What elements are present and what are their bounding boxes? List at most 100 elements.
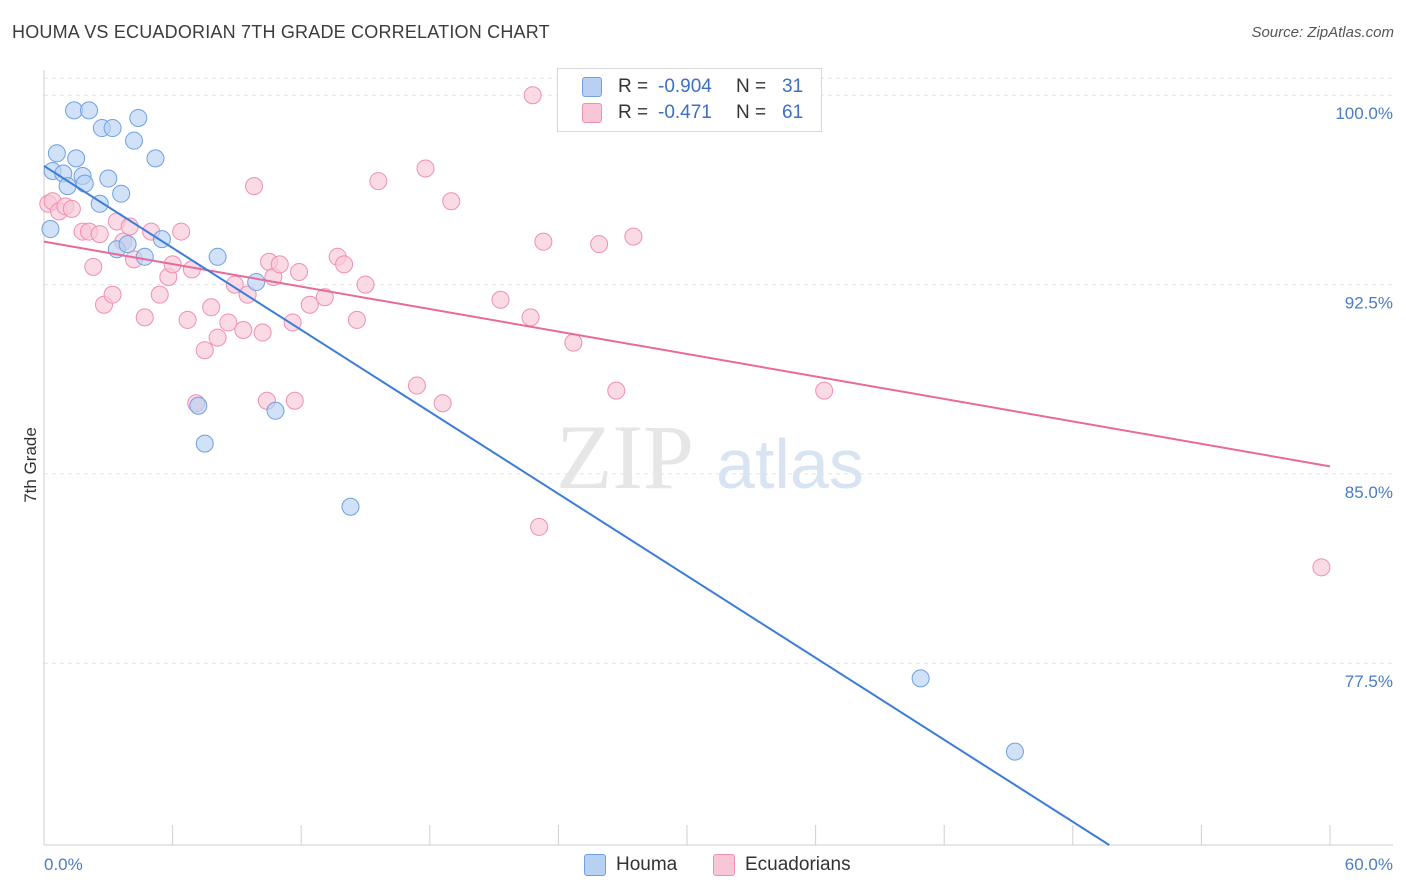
- bottom-legend-swatch-ecuadorians: [713, 854, 735, 876]
- ecuadorians-point: [315, 288, 334, 307]
- houma-point: [135, 247, 154, 266]
- legend-row-ecuadorians: R = -0.471 N = 61: [582, 101, 803, 125]
- ecuadorians-point: [253, 323, 272, 342]
- houma-point: [118, 235, 137, 254]
- series-houma-points: [41, 101, 1024, 761]
- watermark-zip: ZIP: [556, 406, 694, 508]
- legend-n-label: N =: [736, 76, 767, 97]
- chart-title: HOUMA VS ECUADORIAN 7TH GRADE CORRELATIO…: [12, 22, 550, 42]
- ecuadorians-point: [219, 313, 238, 332]
- houma-point: [112, 184, 131, 203]
- ecuadorians-point: [624, 227, 643, 246]
- houma-point: [129, 108, 148, 127]
- ecuadorians-point: [208, 328, 227, 347]
- legend-r-value: -0.904: [658, 76, 712, 97]
- x-tick-min: 0.0%: [44, 855, 83, 874]
- legend-r-label: R =: [618, 76, 649, 97]
- ecuadorians-point: [270, 255, 289, 274]
- source-label: Source: ZipAtlas.com: [1251, 24, 1394, 41]
- houma-point: [99, 169, 118, 188]
- watermark-atlas: atlas: [716, 425, 864, 503]
- legend-swatch-ecuadorians: [582, 103, 602, 123]
- houma-point: [67, 149, 86, 168]
- legend-swatch-houma: [582, 77, 602, 97]
- x-tick-max: 60.0%: [1345, 855, 1393, 874]
- bottom-legend-swatch-houma: [584, 854, 606, 876]
- ecuadorians-point: [103, 285, 122, 304]
- ecuadorians-point: [407, 376, 426, 395]
- ecuadorians-point: [290, 262, 309, 281]
- ecuadorians-point: [347, 310, 366, 329]
- y-tick-labels: 100.0% 92.5% 85.0% 77.5%: [1335, 104, 1393, 691]
- houma-point: [911, 669, 930, 688]
- grid-lines: [44, 77, 1393, 664]
- ecuadorians-point: [62, 199, 81, 218]
- y-tick-label: 85.0%: [1345, 483, 1393, 502]
- houma-point: [65, 101, 84, 120]
- ecuadorians-point: [369, 172, 388, 191]
- trend-lines: [43, 165, 1331, 846]
- ecuadorians-point: [90, 225, 109, 244]
- y-axis-label: 7th Grade: [21, 427, 40, 503]
- ecuadorians-point: [607, 381, 626, 400]
- watermark: ZIP atlas: [556, 406, 864, 508]
- bottom-legend-ecuadorians[interactable]: Ecuadorians: [713, 852, 851, 878]
- houma-point: [247, 273, 266, 292]
- ecuadorians-point: [84, 257, 103, 276]
- ecuadorians-point: [564, 333, 583, 352]
- houma-point: [125, 131, 144, 150]
- houma-point: [41, 220, 60, 239]
- correlation-legend: R = -0.904 N = 31 R = -0.471 N = 61: [557, 68, 822, 132]
- ecuadorians-point: [225, 275, 244, 294]
- ecuadorians-trend-line: [43, 240, 1331, 468]
- ecuadorians-point: [150, 285, 169, 304]
- legend-n-value: 31: [782, 76, 804, 97]
- bottom-legend-label-ecuadorians: Ecuadorians: [745, 854, 851, 875]
- legend-r-value: -0.471: [658, 102, 712, 123]
- ecuadorians-point: [195, 341, 214, 360]
- ecuadorians-point: [491, 290, 510, 309]
- bottom-legend-label-houma: Houma: [616, 854, 678, 875]
- ecuadorians-point: [234, 321, 253, 340]
- houma-point: [80, 101, 99, 120]
- legend-row-houma: R = -0.904 N = 31: [582, 75, 803, 99]
- ecuadorians-point: [442, 192, 461, 211]
- y-tick-label: 77.5%: [1345, 672, 1393, 691]
- ecuadorians-point: [1312, 558, 1331, 577]
- houma-point: [146, 149, 165, 168]
- houma-point: [208, 247, 227, 266]
- houma-point: [103, 119, 122, 138]
- y-tick-label: 100.0%: [1335, 104, 1393, 123]
- ecuadorians-point: [534, 232, 553, 251]
- legend-n-value: 61: [782, 102, 804, 123]
- ecuadorians-point: [523, 86, 542, 105]
- ecuadorians-point: [300, 295, 319, 314]
- legend-n-label: N =: [736, 102, 767, 123]
- ecuadorians-point: [416, 159, 435, 178]
- ecuadorians-point: [521, 308, 540, 327]
- houma-point: [75, 174, 94, 193]
- ecuadorians-point: [245, 177, 264, 196]
- houma-trend-line: [43, 165, 1110, 846]
- ecuadorians-point: [530, 517, 549, 536]
- ecuadorians-point: [135, 308, 154, 327]
- ecuadorians-point: [178, 310, 197, 329]
- series-ecuadorians-points: [39, 86, 1331, 577]
- ecuadorians-point: [335, 255, 354, 274]
- ecuadorians-point: [356, 275, 375, 294]
- ecuadorians-point: [590, 235, 609, 254]
- houma-point: [341, 497, 360, 516]
- ecuadorians-point: [285, 391, 304, 410]
- houma-point: [195, 434, 214, 453]
- houma-point: [189, 396, 208, 415]
- bottom-legend-houma[interactable]: Houma: [584, 852, 677, 878]
- houma-point: [266, 401, 285, 420]
- legend-r-label: R =: [618, 102, 649, 123]
- y-tick-label: 92.5%: [1345, 294, 1393, 313]
- houma-point: [1005, 742, 1024, 761]
- ecuadorians-point: [433, 394, 452, 413]
- houma-point: [47, 144, 66, 163]
- ecuadorians-point: [815, 381, 834, 400]
- ecuadorians-point: [172, 222, 191, 241]
